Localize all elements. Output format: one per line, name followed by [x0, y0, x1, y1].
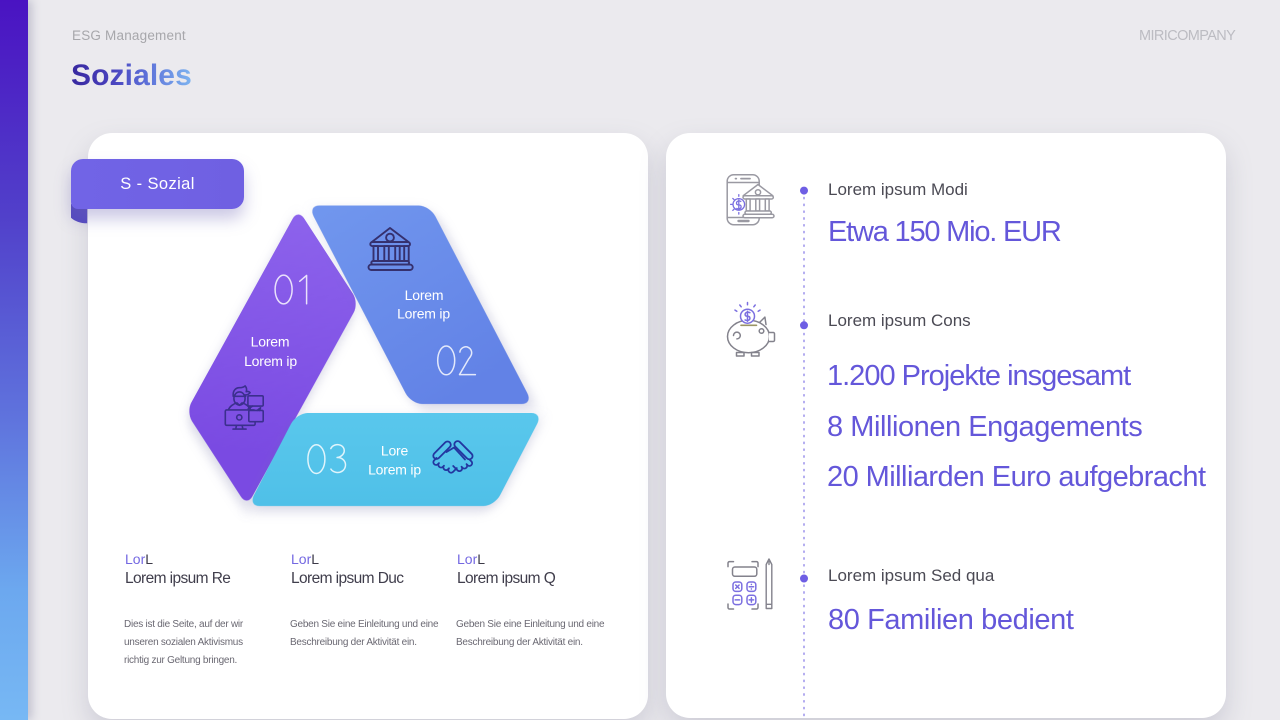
svg-text:Lorem ip: Lorem ip [397, 306, 450, 322]
svg-text:Lorem: Lorem [405, 287, 444, 303]
svg-text:Lorem ip: Lorem ip [368, 462, 421, 478]
svg-text:Lorem ip: Lorem ip [244, 353, 297, 369]
svg-text:Lorem: Lorem [251, 334, 290, 350]
svg-text:Lore: Lore [381, 443, 409, 459]
